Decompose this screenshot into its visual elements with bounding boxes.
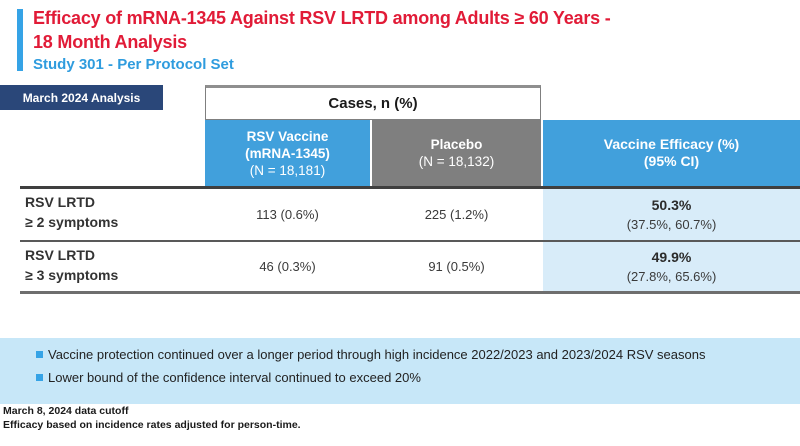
bullet-square-icon: [36, 351, 43, 358]
slide-title: Efficacy of mRNA-1345 Against RSV LRTD a…: [33, 6, 611, 54]
table-row-separator: [20, 240, 800, 242]
cell-vaccine-efficacy: 49.9% (27.8%, 65.6%): [543, 242, 800, 291]
row-label-line2: ≥ 3 symptoms: [25, 267, 119, 283]
cell-placebo-cases: 91 (0.5%): [428, 259, 485, 274]
column-header-vaccine-efficacy-line2: (95% CI): [643, 153, 700, 169]
column-header-vaccine-efficacy-line1: Vaccine Efficacy (%): [603, 136, 740, 152]
column-header-placebo: Placebo (N = 18,132): [372, 120, 541, 186]
list-item: Vaccine protection continued over a long…: [36, 346, 800, 364]
efficacy-ci: (27.8%, 65.6%): [626, 268, 717, 284]
row-label-line1: RSV LRTD: [25, 194, 95, 210]
column-header-rsv-vaccine-line2: (mRNA-1345): [245, 145, 330, 161]
row-label-rsv-lrtd-3: RSV LRTD ≥ 3 symptoms: [25, 245, 203, 285]
column-header-vaccine-efficacy: Vaccine Efficacy (%) (95% CI): [543, 120, 800, 186]
cell-placebo-cases: 225 (1.2%): [424, 207, 489, 222]
slide-title-line1: Efficacy of mRNA-1345 Against RSV LRTD a…: [33, 8, 611, 28]
efficacy-value: 49.9%: [651, 248, 692, 265]
column-header-rsv-vaccine: RSV Vaccine (mRNA-1345) (N = 18,181): [205, 120, 370, 186]
efficacy-value: 50.3%: [651, 196, 692, 213]
cell-vaccine-efficacy: 50.3% (37.5%, 60.7%): [543, 189, 800, 240]
footnote-data-cutoff: March 8, 2024 data cutoff: [3, 405, 129, 417]
table-bottom-rule: [20, 291, 800, 294]
cell-vaccine-cases: 46 (0.3%): [259, 259, 316, 274]
efficacy-ci: (37.5%, 60.7%): [626, 216, 717, 232]
analysis-badge: March 2024 Analysis: [0, 85, 163, 110]
highlight-bullet-text: Lower bound of the confidence interval c…: [48, 370, 421, 385]
list-item: Lower bound of the confidence interval c…: [36, 369, 800, 387]
column-header-rsv-vaccine-line1: RSV Vaccine: [246, 128, 329, 144]
bullet-square-icon: [36, 374, 43, 381]
row-label-line1: RSV LRTD: [25, 247, 95, 263]
footnote-efficacy-method: Efficacy based on incidence rates adjust…: [3, 419, 301, 431]
column-header-rsv-vaccine-n: (N = 18,181): [249, 162, 326, 178]
table-group-header-cases: Cases, n (%): [205, 85, 541, 120]
slide-title-line2: 18 Month Analysis: [33, 32, 187, 52]
highlights-box: Vaccine protection continued over a long…: [0, 338, 800, 404]
title-accent-bar: [17, 9, 23, 71]
slide-subtitle: Study 301 - Per Protocol Set: [33, 56, 234, 73]
row-label-rsv-lrtd-2: RSV LRTD ≥ 2 symptoms: [25, 192, 203, 232]
highlight-bullet-text: Vaccine protection continued over a long…: [48, 347, 706, 362]
cell-vaccine-cases: 113 (0.6%): [256, 207, 319, 222]
column-header-placebo-n: (N = 18,132): [418, 154, 495, 169]
row-label-line2: ≥ 2 symptoms: [25, 214, 119, 230]
column-header-placebo-line1: Placebo: [430, 137, 483, 152]
table-header-rule: [20, 186, 800, 189]
